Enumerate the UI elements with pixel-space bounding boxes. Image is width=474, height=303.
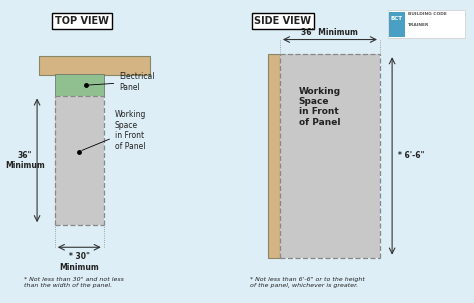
Text: * Not less than 6'-6" or to the height
of the panel, whichever is greater.: * Not less than 6'-6" or to the height o… xyxy=(250,277,365,288)
Text: BCT: BCT xyxy=(391,16,403,21)
Bar xyxy=(388,10,465,38)
Text: Electrical
Panel: Electrical Panel xyxy=(89,72,155,92)
Text: 36" Minimum: 36" Minimum xyxy=(301,28,358,37)
Bar xyxy=(39,56,150,75)
Bar xyxy=(55,95,104,225)
Bar xyxy=(280,54,380,258)
Text: Working
Space
in Front
of Panel: Working Space in Front of Panel xyxy=(299,87,341,127)
Text: Working
Space
in Front
of Panel: Working Space in Front of Panel xyxy=(82,110,146,151)
Text: 36"
Minimum: 36" Minimum xyxy=(5,151,45,170)
Bar xyxy=(280,107,292,169)
Bar xyxy=(268,54,280,258)
Text: TRAINER: TRAINER xyxy=(408,23,429,27)
Bar xyxy=(55,74,104,95)
Text: SIDE VIEW: SIDE VIEW xyxy=(255,16,311,26)
Text: TOP VIEW: TOP VIEW xyxy=(55,16,109,26)
Text: * 30"
Minimum: * 30" Minimum xyxy=(59,252,99,272)
Bar xyxy=(389,12,405,37)
Text: * Not less than 30" and not less
than the width of the panel.: * Not less than 30" and not less than th… xyxy=(24,277,124,288)
Text: BUILDING CODE: BUILDING CODE xyxy=(408,12,447,15)
Text: * 6'-6": * 6'-6" xyxy=(398,152,424,160)
